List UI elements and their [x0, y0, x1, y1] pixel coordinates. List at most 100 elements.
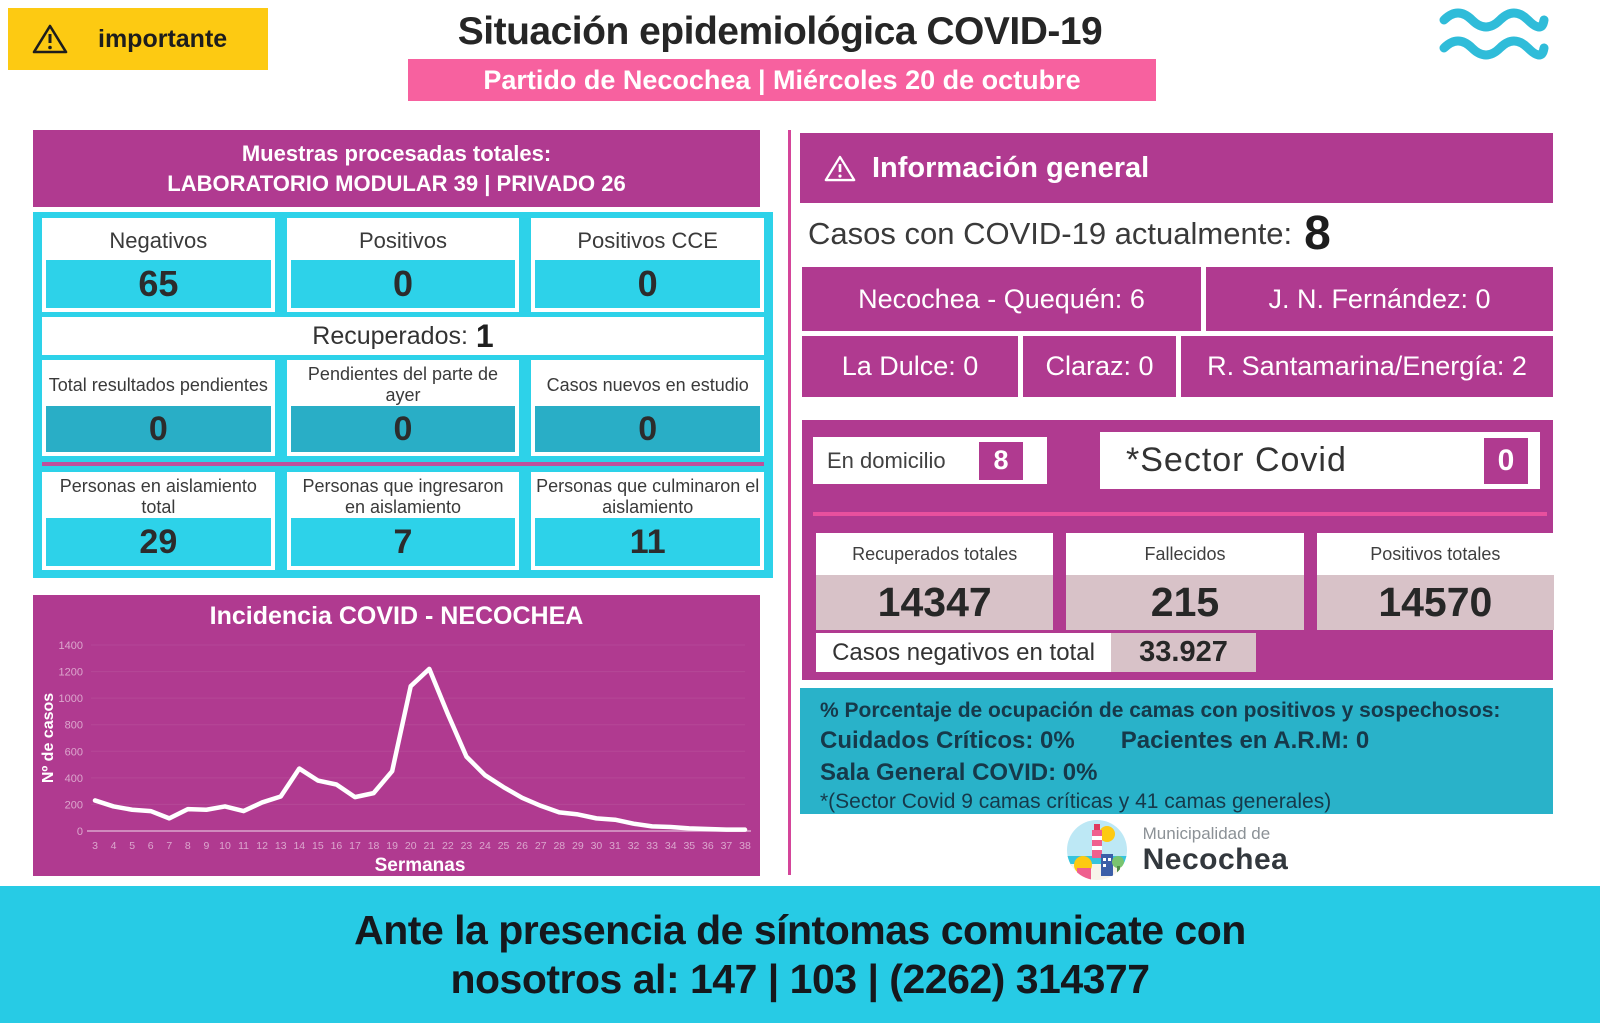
stat-label: Personas que culminaron el aislamiento: [535, 476, 761, 518]
covid-sector-note: *(Sector Covid 9 camas críticas y 41 cam…: [820, 789, 1332, 813]
stat-label: Pendientes del parte de ayer: [290, 364, 516, 406]
svg-text:20: 20: [405, 840, 417, 852]
svg-text:27: 27: [535, 840, 547, 852]
contact-line2: nosotros al: 147 | 103 | (2262) 314377: [450, 955, 1150, 1002]
svg-text:9: 9: [204, 840, 210, 852]
recovered-label: Recuperados:: [312, 321, 468, 350]
municipality-logo: [1066, 820, 1127, 880]
svg-text:400: 400: [65, 773, 83, 785]
stat-value: 11: [535, 518, 761, 566]
cases-detail-panel: En domicilio 8 *Sector Covid 0 Recuperad…: [802, 420, 1554, 680]
stat-pendientes-total: Total resultados pendientes 0: [42, 360, 275, 456]
svg-text:11: 11: [238, 840, 249, 852]
svg-text:18: 18: [368, 840, 380, 852]
info-warning-icon: [824, 155, 856, 181]
stat-value: 0: [46, 406, 271, 452]
svg-text:10: 10: [219, 840, 231, 852]
negatives-total-value: 33.927: [1111, 633, 1256, 672]
stat-aislamiento-altas: Personas que culminaron el aislamiento 1…: [531, 472, 765, 570]
svg-text:21: 21: [423, 840, 435, 852]
localities-row-1: Necochea - Quequén: 6 J. N. Fernández: 0: [802, 267, 1553, 331]
total-label: Fallecidos: [1066, 533, 1304, 575]
total-fallecidos: Fallecidos 215: [1066, 533, 1304, 630]
samples-header-line1: Muestras procesadas totales:: [241, 140, 552, 166]
svg-text:34: 34: [665, 840, 677, 852]
svg-text:14: 14: [293, 840, 305, 852]
home-isolation-box: En domicilio 8: [813, 437, 1047, 484]
svg-text:16: 16: [331, 840, 343, 852]
panel-divider: [42, 462, 764, 466]
locality-la-dulce: La Dulce: 0: [802, 336, 1018, 397]
negatives-total-row: Casos negativos en total 33.927: [816, 633, 1256, 672]
home-isolation-label: En domicilio: [827, 447, 946, 473]
svg-text:26: 26: [516, 840, 528, 852]
municipality-line1: Municipalidad de: [1142, 823, 1271, 843]
total-label: Recuperados totales: [816, 533, 1054, 575]
total-positivos: Positivos totales 14570: [1316, 533, 1554, 630]
municipality-line2: Necochea: [1142, 842, 1289, 876]
svg-text:600: 600: [65, 746, 83, 758]
important-badge: importante: [8, 8, 268, 70]
stat-label: Casos nuevos en estudio: [535, 364, 761, 406]
stat-value: 65: [46, 260, 271, 308]
svg-text:Sermanas: Sermanas: [375, 855, 466, 876]
info-general-banner: Información general: [800, 133, 1553, 203]
totals-row: Recuperados totales 14347 Fallecidos 215…: [816, 533, 1554, 630]
critical-care-stat: Cuidados Críticos: 0%: [820, 727, 1075, 755]
svg-text:23: 23: [461, 840, 473, 852]
stat-label: Positivos: [290, 222, 516, 260]
testing-stats-panel: Negativos 65 Positivos 0 Positivos CCE 0…: [33, 212, 773, 578]
current-cases-row: Casos con COVID-19 actualmente: 8: [800, 203, 1553, 265]
total-label: Positivos totales: [1316, 533, 1554, 575]
stats-row-results: Negativos 65 Positivos 0 Positivos CCE 0: [42, 218, 765, 312]
bed-occupancy-title: % Porcentaje de ocupación de camas con p…: [820, 699, 1501, 722]
page-title: Situación epidemiológica COVID-19: [457, 10, 1103, 53]
svg-text:3: 3: [92, 840, 98, 852]
svg-text:28: 28: [553, 840, 565, 852]
samples-header-line2: LABORATORIO MODULAR 39 | PRIVADO 26: [167, 170, 626, 196]
locality-santamarina-energia: R. Santamarina/Energía: 2: [1181, 336, 1553, 397]
home-isolation-value: 8: [979, 441, 1023, 480]
contact-line1: Ante la presencia de síntomas comunicate…: [354, 907, 1246, 954]
svg-text:19: 19: [386, 840, 398, 852]
stat-aislamiento-total: Personas en aislamiento total 29: [42, 472, 275, 570]
stat-label: Positivos CCE: [535, 222, 761, 260]
locality-necochea-quequen: Necochea - Quequén: 6: [802, 267, 1201, 331]
stats-row-pending: Total resultados pendientes 0 Pendientes…: [42, 360, 765, 456]
stat-casos-nuevos: Casos nuevos en estudio 0: [531, 360, 765, 456]
total-recuperados: Recuperados totales 14347: [816, 533, 1054, 630]
stat-aislamiento-ingresos: Personas que ingresaron en aislamiento 7: [286, 472, 520, 570]
stat-positivos: Positivos 0: [286, 218, 520, 312]
samples-header: Muestras procesadas totales: LABORATORIO…: [33, 130, 760, 207]
covid-sector-box: *Sector Covid 0: [1100, 432, 1540, 489]
svg-text:36: 36: [702, 840, 714, 852]
svg-text:200: 200: [65, 799, 83, 811]
svg-text:1400: 1400: [59, 640, 83, 652]
municipality-branding: Municipalidad de Necochea: [800, 818, 1553, 882]
panel-divider-line: [813, 512, 1547, 516]
covid-sector-label: *Sector Covid: [1126, 441, 1347, 479]
svg-text:33: 33: [646, 840, 658, 852]
svg-text:32: 32: [628, 840, 640, 852]
svg-text:8: 8: [185, 840, 191, 852]
locality-jn-fernandez: J. N. Fernández: 0: [1206, 267, 1553, 331]
recovered-bar: Recuperados: 1: [42, 317, 764, 355]
stat-label: Personas en aislamiento total: [46, 476, 271, 518]
svg-text:29: 29: [572, 840, 584, 852]
stat-value: 29: [46, 518, 271, 566]
current-cases-value: 8: [1304, 207, 1331, 260]
stat-value: 0: [290, 406, 516, 452]
recovered-value: 1: [475, 317, 494, 354]
stat-label: Total resultados pendientes: [46, 364, 271, 406]
svg-text:24: 24: [479, 840, 491, 852]
stat-negativos: Negativos 65: [42, 218, 275, 312]
svg-text:35: 35: [683, 840, 695, 852]
svg-text:13: 13: [275, 840, 287, 852]
total-value: 215: [1066, 575, 1304, 630]
page-subtitle: Partido de Necochea | Miércoles 20 de oc…: [408, 59, 1156, 101]
info-general-label: Información general: [872, 151, 1150, 184]
stat-value: 7: [290, 518, 516, 566]
negatives-total-label: Casos negativos en total: [816, 633, 1111, 672]
